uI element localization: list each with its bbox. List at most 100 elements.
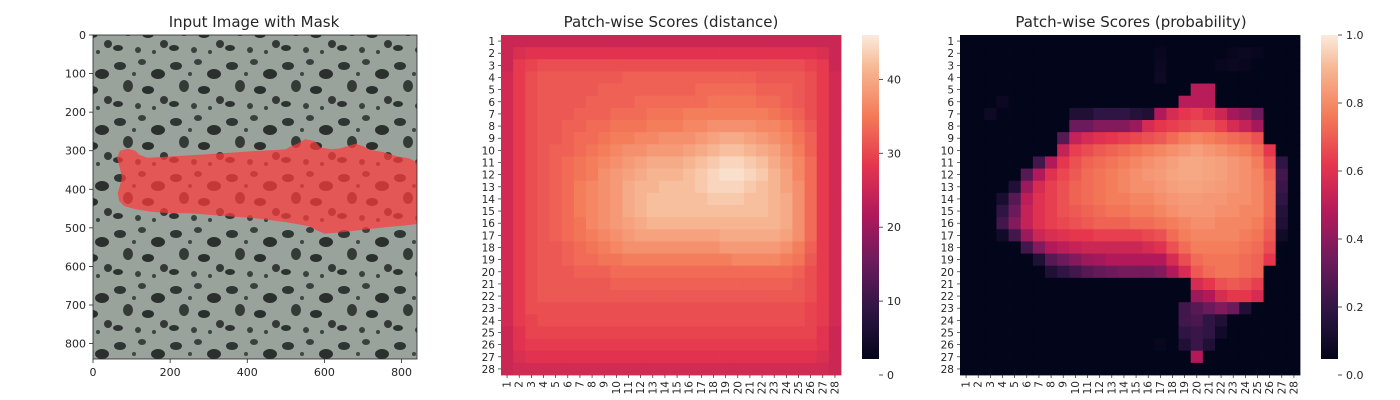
heatmap-cell [816, 205, 830, 218]
heatmap-cell [549, 144, 563, 157]
heatmap-cell [1275, 120, 1289, 133]
heatmap-cell [1093, 205, 1107, 218]
heatmap-cell [1275, 168, 1289, 182]
heatmap-cell [1008, 156, 1022, 169]
heatmap-cell [816, 144, 830, 157]
heatmap-cell [634, 59, 648, 72]
heatmap-cell [513, 229, 526, 242]
heatmap-cell [792, 120, 805, 133]
heatmap-cell [658, 241, 672, 254]
heatmap-cell [996, 35, 1009, 48]
heatmap-cell [828, 35, 842, 48]
heatmap-cell [1154, 229, 1167, 242]
heatmap-cell [1057, 144, 1070, 157]
x-tick-label: 26 [805, 381, 817, 395]
heatmap-cell [1166, 253, 1179, 267]
heatmap-cell [671, 132, 684, 145]
heatmap-cell [646, 95, 660, 109]
heatmap-cell [1045, 338, 1058, 352]
heatmap-cell [828, 47, 842, 60]
heatmap-cell [610, 205, 623, 218]
colorbar-tick-label: 20 [887, 221, 901, 234]
heatmap-cell [719, 229, 733, 242]
heatmap-cell [804, 120, 818, 133]
heatmap-cell [513, 290, 526, 303]
heatmap-cell [1227, 95, 1240, 109]
heatmap-cell [1069, 168, 1082, 182]
heatmap-cell [828, 338, 842, 352]
heatmap-cell [1032, 71, 1046, 84]
heatmap-cell [1287, 47, 1301, 60]
heatmap-cell [743, 314, 757, 327]
x-axis-ticks: 1 2 3 4 5 6 7 8 9 10 11 12 13 14 15 16 17 18 19 20 21 22 23 24 2… [502, 375, 841, 395]
heatmap-cell [1069, 205, 1082, 218]
heatmap-cell [1263, 350, 1277, 364]
heatmap-cell [1117, 362, 1131, 376]
heatmap-cell [768, 107, 781, 121]
heatmap-cell [1227, 229, 1240, 242]
heatmap-cell [1166, 362, 1179, 376]
heatmap-cell [792, 59, 805, 72]
heatmap-cell [1142, 35, 1155, 48]
heatmap-cell [1105, 290, 1119, 303]
heatmap-cell [1215, 144, 1228, 157]
heatmap-cell [671, 229, 684, 242]
heatmap-cell [756, 192, 769, 206]
heatmap-cell [996, 229, 1009, 242]
heatmap-cell [1057, 205, 1070, 218]
heatmap-cell [719, 107, 733, 121]
heatmap-cell [1032, 277, 1046, 291]
heatmap-cell [1215, 314, 1228, 327]
heatmap-cell [1287, 277, 1301, 291]
heatmap-cell [1202, 168, 1216, 182]
heatmap-cell [719, 132, 733, 145]
x-tick-label: 13 [647, 381, 659, 394]
heatmap-cell [816, 277, 830, 291]
heatmap-cell [1166, 59, 1179, 72]
heatmap-cell [513, 314, 526, 327]
heatmap-cell [1117, 265, 1131, 279]
heatmap-cell [707, 362, 720, 376]
heatmap-cell [658, 302, 672, 315]
y-tick-label: 1 [947, 36, 954, 48]
heatmap-cell [1081, 290, 1094, 303]
heatmap-cell [501, 144, 514, 157]
heatmap-cell [756, 265, 769, 279]
heatmap-cell [1251, 168, 1264, 182]
heatmap-cell [804, 205, 818, 218]
heatmap-cell [1239, 59, 1252, 72]
heatmap-cell [1178, 83, 1192, 97]
heatmap-cell [828, 107, 842, 121]
heatmap-cell [816, 35, 830, 48]
heatmap-cell [1130, 156, 1143, 169]
heatmap-cell [768, 47, 781, 60]
heatmap-cell [646, 120, 660, 133]
heatmap-cell [731, 350, 745, 364]
heatmap-cell [1178, 350, 1192, 364]
x-tick-label: 19 [720, 381, 732, 394]
heatmap-cell [960, 265, 973, 279]
heatmap-cell [828, 277, 842, 291]
heatmap-cell [537, 253, 550, 267]
heatmap-cell [634, 217, 648, 230]
heatmap-cell [1202, 132, 1216, 145]
heatmap-cell [525, 120, 538, 133]
x-tick-label: 13 [1106, 381, 1118, 394]
heatmap-cell [683, 338, 696, 352]
heatmap-cell [1287, 290, 1301, 303]
heatmap-cell [1117, 180, 1131, 194]
heatmap-cell [683, 132, 696, 145]
heatmap-cell [756, 35, 769, 48]
heatmap-cell [549, 362, 563, 376]
heatmap-cell [1093, 302, 1107, 315]
heatmap-cell [804, 47, 818, 60]
heatmap-cell [1202, 156, 1216, 169]
heatmap-cell [719, 156, 733, 169]
heatmap-cell [816, 253, 830, 267]
heatmap-cell [1057, 277, 1070, 291]
heatmap-cell [1020, 83, 1034, 97]
heatmap-cell [1166, 302, 1179, 315]
heatmap-cell [731, 132, 745, 145]
heatmap-cell [598, 59, 611, 72]
heatmap-cell [598, 253, 611, 267]
